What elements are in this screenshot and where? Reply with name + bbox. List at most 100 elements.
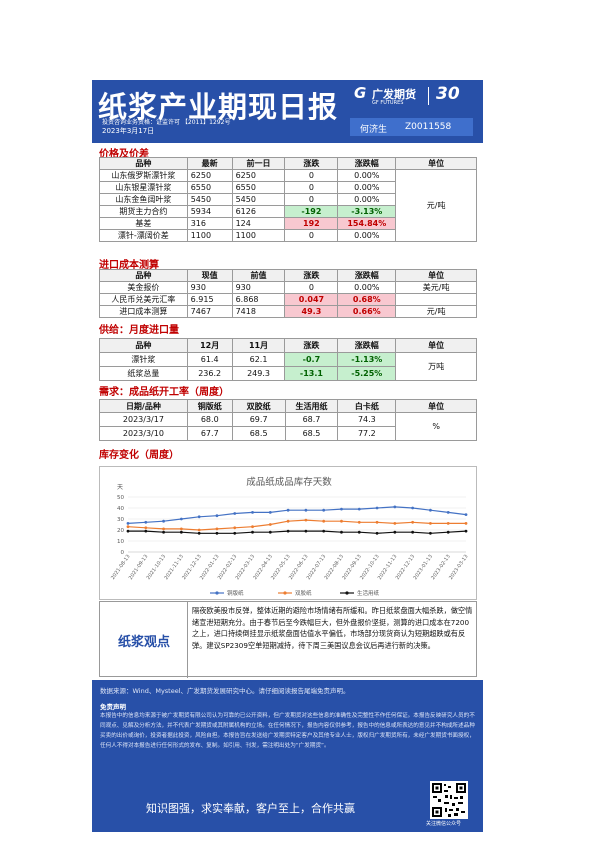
wechat-qr-code[interactable] [430, 781, 468, 819]
data-point [340, 519, 343, 523]
data-point [393, 530, 397, 534]
table-row: 漂针-漂阔价差 1100 1100 0 0.00% [99, 229, 477, 242]
table-row: 美金报价 930 930 0 0.00% 美元/吨 [99, 281, 477, 294]
table-header-row: 日期/品种 铜版纸 双胶纸 生活用纸 白卡纸 单位 [99, 399, 477, 413]
data-point [233, 531, 237, 535]
cell: 纸浆总量 [99, 366, 188, 381]
table-header-row: 品种 现值 前值 涨跌 涨跌幅 单位 [99, 269, 477, 282]
cell: 0.00% [337, 229, 397, 242]
anniversary-badge: 30 [436, 84, 460, 104]
cell: 6250 [231, 169, 286, 182]
cell: 236.2 [186, 366, 233, 381]
unit-cell: 美元/吨 [395, 281, 477, 294]
data-point [126, 522, 130, 525]
cell: 5450 [186, 193, 233, 206]
series-line-1 [127, 519, 466, 531]
col-header: 品种 [99, 269, 188, 282]
cell: 1100 [186, 229, 233, 242]
data-point [429, 522, 432, 525]
col-header: 双胶纸 [231, 399, 286, 413]
data-point [464, 522, 468, 525]
cell: 62.1 [231, 352, 286, 367]
logo-divider [428, 87, 429, 105]
data-point [251, 530, 254, 534]
cell: 山东俄罗斯漂针浆 [99, 169, 188, 182]
gf-logo-icon: G [354, 84, 367, 102]
col-header: 涨跌幅 [337, 157, 397, 170]
cell: 人民币兑美元汇率 [99, 293, 188, 306]
qr-label: 关注微信公众号 [426, 821, 462, 827]
data-point [268, 523, 272, 526]
opinion-label-cell: 纸浆观点 [100, 602, 188, 678]
data-point [215, 527, 219, 531]
opinion-label: 纸浆观点 [118, 635, 171, 650]
author-id: Z0011558 [405, 122, 452, 132]
cell: 68.7 [284, 412, 339, 427]
gf-futures-logo: G 广发期货 GF FUTURES 30 [354, 84, 479, 110]
cell: 0.00% [337, 169, 397, 182]
inventory-chart-svg: 成品纸成品库存天数天010203040502021-08-132021-09-1… [110, 476, 470, 597]
data-point [215, 514, 219, 518]
data-point [446, 522, 450, 525]
data-point [251, 511, 254, 514]
price-table: 品种 最新 前一日 涨跌 涨跌幅 单位 山东俄罗斯漂针浆 6250 6250 0… [99, 157, 477, 242]
y-axis-label: 天 [117, 484, 123, 491]
data-point [429, 531, 432, 535]
data-point [144, 529, 148, 533]
data-point [162, 519, 165, 523]
legend-marker [345, 591, 349, 595]
cell: 0 [284, 281, 339, 294]
col-header: 12月 [186, 338, 233, 353]
col-header: 单位 [395, 399, 477, 413]
cell: 249.3 [231, 366, 286, 381]
change-cell-negative: -0.7 [284, 352, 339, 367]
data-point [304, 518, 308, 522]
change-cell-positive: 49.3 [284, 305, 339, 318]
data-point [357, 520, 361, 524]
change-pct-cell-negative: -1.13% [337, 352, 397, 367]
data-point [286, 529, 290, 533]
cell: 0 [284, 229, 339, 242]
opinion-box: 纸浆观点 隔夜欧美股市反弹，整体近期的避险市场情绪有所缓和。昨日纸浆盘面大幅杀跌… [99, 601, 477, 678]
data-point [322, 519, 326, 523]
col-header: 白卡纸 [337, 399, 397, 413]
col-header: 生活用纸 [284, 399, 339, 413]
data-point [304, 529, 308, 533]
data-point [322, 529, 326, 533]
daily-report-card: 纸浆产业期现日报 投资咨询业务资格：证监许可 【2011】1292号 2023年… [92, 80, 483, 832]
table-row: 山东金鱼阔叶浆 5450 5450 0 0.00% [99, 193, 477, 206]
data-point [268, 530, 272, 534]
data-point [304, 508, 308, 512]
col-header: 品种 [99, 157, 188, 170]
y-tick-label: 10 [117, 539, 124, 545]
data-point [411, 530, 415, 534]
data-point [233, 512, 237, 515]
cell: 基差 [99, 217, 188, 230]
data-point [375, 506, 379, 510]
cell: 2023/3/17 [99, 412, 188, 427]
cell: 2023/3/10 [99, 426, 188, 441]
author-name: 何济生 [360, 125, 388, 135]
section-title-price: 价格及价差 [99, 149, 149, 160]
data-point [162, 530, 165, 534]
y-tick-label: 0 [121, 550, 125, 556]
col-header: 涨跌 [284, 338, 339, 353]
data-point [340, 530, 343, 534]
data-point [464, 529, 468, 533]
disclaimer-title: 免责声明 [100, 703, 126, 711]
table-row: 基差 316 124 192 154.84% [99, 217, 477, 230]
section-title-demand: 需求：成品纸开工率（周度） [99, 387, 229, 398]
cell: 6.868 [231, 293, 286, 306]
y-tick-label: 20 [117, 528, 124, 534]
unit-cell: % [395, 412, 477, 441]
data-point [411, 520, 415, 524]
table-header-row: 品种 12月 11月 涨跌 涨跌幅 单位 [99, 338, 477, 353]
cell: 漂针-漂阔价差 [99, 229, 188, 242]
data-point [233, 526, 237, 530]
cell: 7418 [231, 305, 286, 318]
col-header: 涨跌幅 [337, 269, 397, 282]
col-header: 前一日 [231, 157, 286, 170]
disclaimer-text: 本报告中的信息均来源于被广发期货有限公司认为可靠的已公开资料，但广发期货对这些信… [100, 713, 475, 749]
data-point [286, 519, 290, 523]
cell: 7467 [186, 305, 233, 318]
